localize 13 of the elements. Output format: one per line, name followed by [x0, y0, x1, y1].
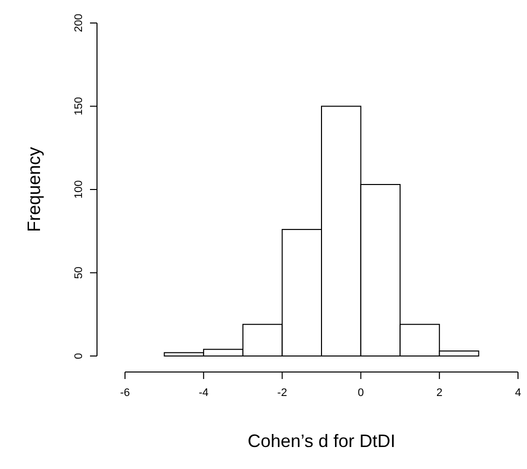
x-tick-label: -4 [198, 387, 208, 399]
x-tick-label: -2 [277, 387, 288, 399]
y-tick-label: 100 [73, 180, 85, 199]
y-tick-label: 200 [73, 14, 85, 32]
x-tick-label: 4 [514, 387, 522, 399]
y-tick-label: 150 [73, 97, 85, 116]
x-tick-label: 0 [358, 387, 364, 399]
y-tick-label: 0 [73, 352, 85, 360]
x-axis-title: Cohen’s d for DtDI [248, 431, 396, 451]
x-tick-label: 2 [436, 387, 442, 399]
y-tick-label: 50 [73, 266, 85, 279]
y-axis-title: Frequency [24, 146, 44, 232]
x-tick-label: -6 [120, 387, 130, 399]
